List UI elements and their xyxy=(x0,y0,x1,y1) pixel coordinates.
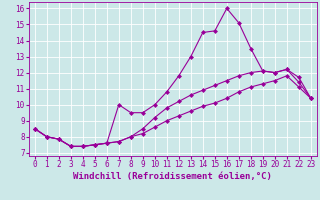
X-axis label: Windchill (Refroidissement éolien,°C): Windchill (Refroidissement éolien,°C) xyxy=(73,172,272,181)
